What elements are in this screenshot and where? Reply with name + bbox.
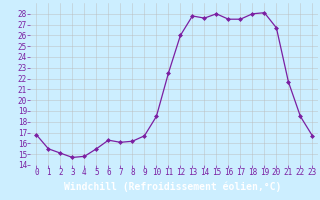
Text: Windchill (Refroidissement éolien,°C): Windchill (Refroidissement éolien,°C) — [64, 182, 282, 192]
